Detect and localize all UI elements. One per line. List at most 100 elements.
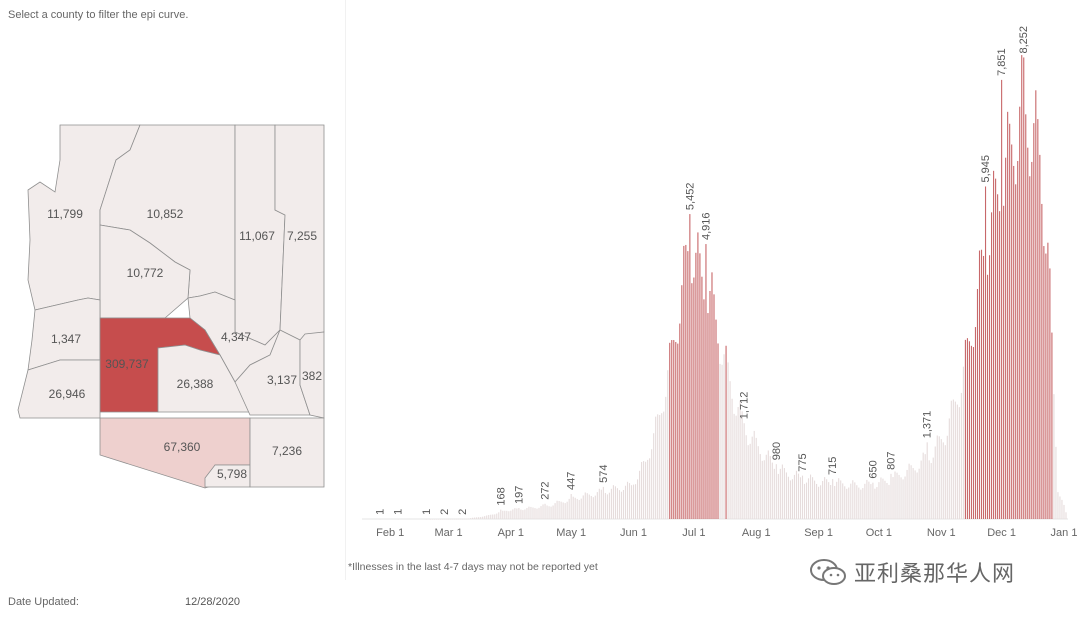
- county-label-graham: 3,137: [267, 373, 297, 387]
- daily-bar: [936, 435, 938, 519]
- daily-bar: [614, 486, 616, 519]
- daily-bar: [514, 508, 516, 519]
- daily-bar: [920, 460, 922, 519]
- daily-bar: [1041, 203, 1043, 519]
- daily-bar: [532, 507, 534, 519]
- daily-bar: [667, 370, 669, 519]
- daily-bar: [997, 194, 999, 519]
- watermark-text: 亚利桑那华人网: [854, 561, 1016, 586]
- daily-bar: [709, 290, 711, 519]
- daily-bar: [462, 518, 464, 520]
- daily-bar: [665, 396, 667, 519]
- annotation-label: 715: [827, 457, 839, 475]
- county-label-pinal: 26,388: [177, 377, 214, 391]
- daily-bar: [691, 283, 693, 519]
- daily-bar: [852, 480, 854, 519]
- daily-bar: [1049, 268, 1051, 519]
- x-tick-label: Jun 1: [620, 527, 647, 539]
- daily-bar: [488, 515, 490, 519]
- daily-bar: [838, 478, 840, 519]
- daily-bar: [703, 299, 705, 519]
- daily-bar: [1015, 184, 1017, 519]
- county-label-la-paz: 1,347: [51, 332, 81, 346]
- daily-bar: [1033, 123, 1035, 520]
- filter-instruction: Select a county to filter the epi curve.: [8, 9, 189, 21]
- daily-bar: [767, 450, 769, 519]
- daily-bar: [1039, 154, 1041, 519]
- daily-bar: [1019, 106, 1021, 520]
- daily-bar: [904, 476, 906, 519]
- daily-bar: [989, 255, 991, 520]
- daily-bar: [791, 479, 793, 519]
- annotation-label: 775: [797, 453, 809, 471]
- daily-bar: [984, 186, 987, 520]
- daily-bar: [781, 464, 783, 519]
- daily-bar: [1021, 55, 1023, 520]
- daily-bar: [574, 497, 576, 519]
- daily-bar: [982, 255, 985, 519]
- daily-bar: [520, 509, 522, 519]
- daily-bar: [964, 339, 966, 519]
- daily-bar: [862, 488, 864, 519]
- daily-bar: [1009, 123, 1011, 519]
- daily-bar: [870, 484, 872, 519]
- annotation-label: 5,945: [980, 155, 992, 183]
- daily-bar: [912, 468, 914, 519]
- daily-bar: [1055, 446, 1057, 519]
- daily-bar: [460, 518, 462, 520]
- county-label-mohave: 11,799: [47, 207, 83, 221]
- daily-bar: [526, 508, 528, 519]
- daily-bar: [747, 445, 749, 519]
- daily-bar: [1027, 147, 1029, 520]
- daily-bar: [546, 505, 548, 519]
- daily-bar: [1061, 499, 1063, 519]
- daily-bar: [602, 486, 604, 519]
- daily-bar: [795, 470, 798, 519]
- daily-bar: [1031, 161, 1033, 519]
- daily-bar: [548, 506, 550, 519]
- daily-bar: [807, 478, 810, 519]
- daily-bar: [492, 514, 494, 519]
- daily-bar: [564, 503, 566, 519]
- daily-bar: [902, 479, 904, 519]
- daily-bar: [707, 313, 709, 519]
- daily-bar: [695, 252, 697, 520]
- daily-bar: [896, 472, 898, 519]
- daily-bar: [675, 341, 677, 519]
- daily-bar: [924, 454, 926, 519]
- daily-bar: [508, 511, 510, 519]
- daily-bar: [793, 474, 796, 519]
- daily-bar: [834, 486, 836, 519]
- daily-bar: [797, 473, 800, 519]
- daily-bar: [1025, 114, 1027, 519]
- county-label-coconino: 10,852: [147, 207, 184, 221]
- daily-bar: [753, 430, 755, 519]
- daily-bar: [729, 381, 731, 519]
- daily-bar: [846, 488, 848, 519]
- daily-bar: [536, 508, 538, 519]
- daily-bar: [934, 446, 936, 519]
- daily-bar: [506, 510, 508, 519]
- daily-bar: [711, 272, 713, 519]
- daily-bar: [466, 518, 468, 520]
- x-tick-label: May 1: [556, 527, 586, 539]
- daily-bar: [437, 518, 439, 520]
- daily-bar: [958, 407, 960, 519]
- daily-bar: [842, 483, 844, 519]
- daily-bar: [429, 518, 431, 520]
- daily-bar: [673, 340, 675, 519]
- daily-bar: [840, 480, 842, 519]
- county-label-maricopa: 309,737: [105, 357, 149, 371]
- daily-bar: [560, 501, 562, 519]
- daily-bar: [1045, 253, 1047, 519]
- daily-bar: [482, 516, 484, 519]
- daily-bar: [528, 506, 530, 519]
- daily-bar: [1037, 119, 1039, 519]
- daily-bar: [874, 488, 876, 519]
- daily-bar: [910, 465, 912, 519]
- annotation-label: 272: [540, 481, 552, 499]
- wechat-icon: [810, 559, 846, 585]
- daily-bar: [663, 411, 665, 519]
- daily-bar: [816, 483, 818, 519]
- county-cochise[interactable]: [249, 417, 325, 488]
